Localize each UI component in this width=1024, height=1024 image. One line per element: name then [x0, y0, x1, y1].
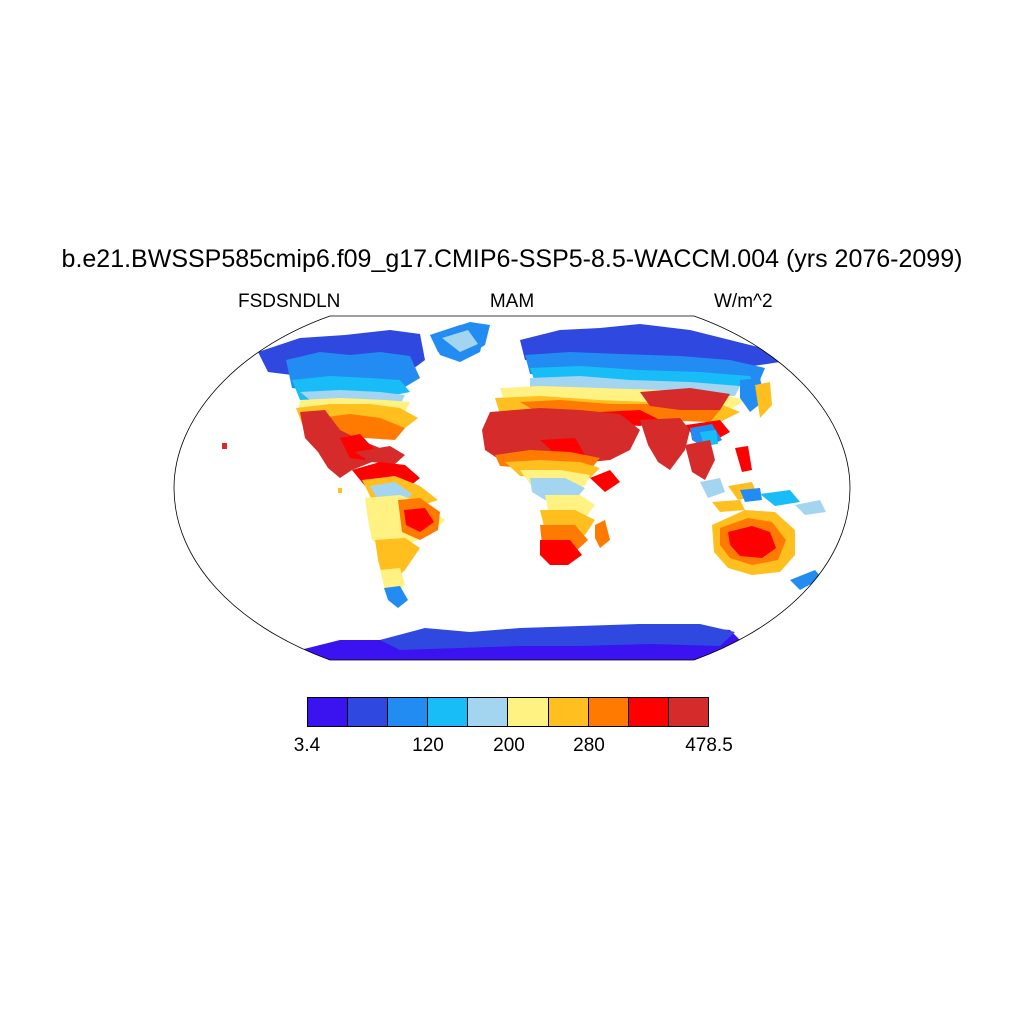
colorbar-tick-label: 478.5 — [685, 735, 733, 756]
maritime-southeast-asia — [700, 478, 826, 515]
colorbar-swatch-1 — [348, 698, 389, 726]
colorbar-swatch-8 — [628, 698, 669, 726]
colorbar-swatch-7 — [588, 698, 629, 726]
variable-label: FSDSNDLN — [238, 291, 341, 312]
plot-title: b.e21.BWSSP585cmip6.f09_g17.CMIP6-SSP5-8… — [61, 245, 963, 273]
africa — [482, 408, 640, 565]
colorbar-tick-label: 280 — [573, 735, 605, 756]
colorbar-swatch-0 — [308, 698, 349, 726]
map-fill — [222, 322, 826, 660]
australia — [712, 510, 822, 590]
colorbar-swatch-6 — [548, 698, 589, 726]
colorbar-tick-label: 3.4 — [293, 735, 321, 756]
south-america — [352, 462, 445, 608]
units-label: W/m^2 — [714, 291, 773, 312]
map-outline — [173, 315, 851, 661]
colorbar-swatch-2 — [388, 698, 429, 726]
colorbar-swatch-4 — [468, 698, 509, 726]
colorbar-swatch-3 — [428, 698, 469, 726]
hawaii-island — [222, 443, 227, 449]
colorbar-tick-label: 120 — [412, 735, 444, 756]
greenland — [430, 322, 490, 360]
season-label: MAM — [489, 291, 535, 312]
colorbar-tick-label: 200 — [493, 735, 525, 756]
galapagos-island — [338, 488, 342, 493]
antarctica — [300, 624, 740, 660]
colorbar-swatch-9 — [668, 698, 708, 726]
colorbar — [307, 697, 709, 727]
colorbar-swatch-5 — [508, 698, 549, 726]
